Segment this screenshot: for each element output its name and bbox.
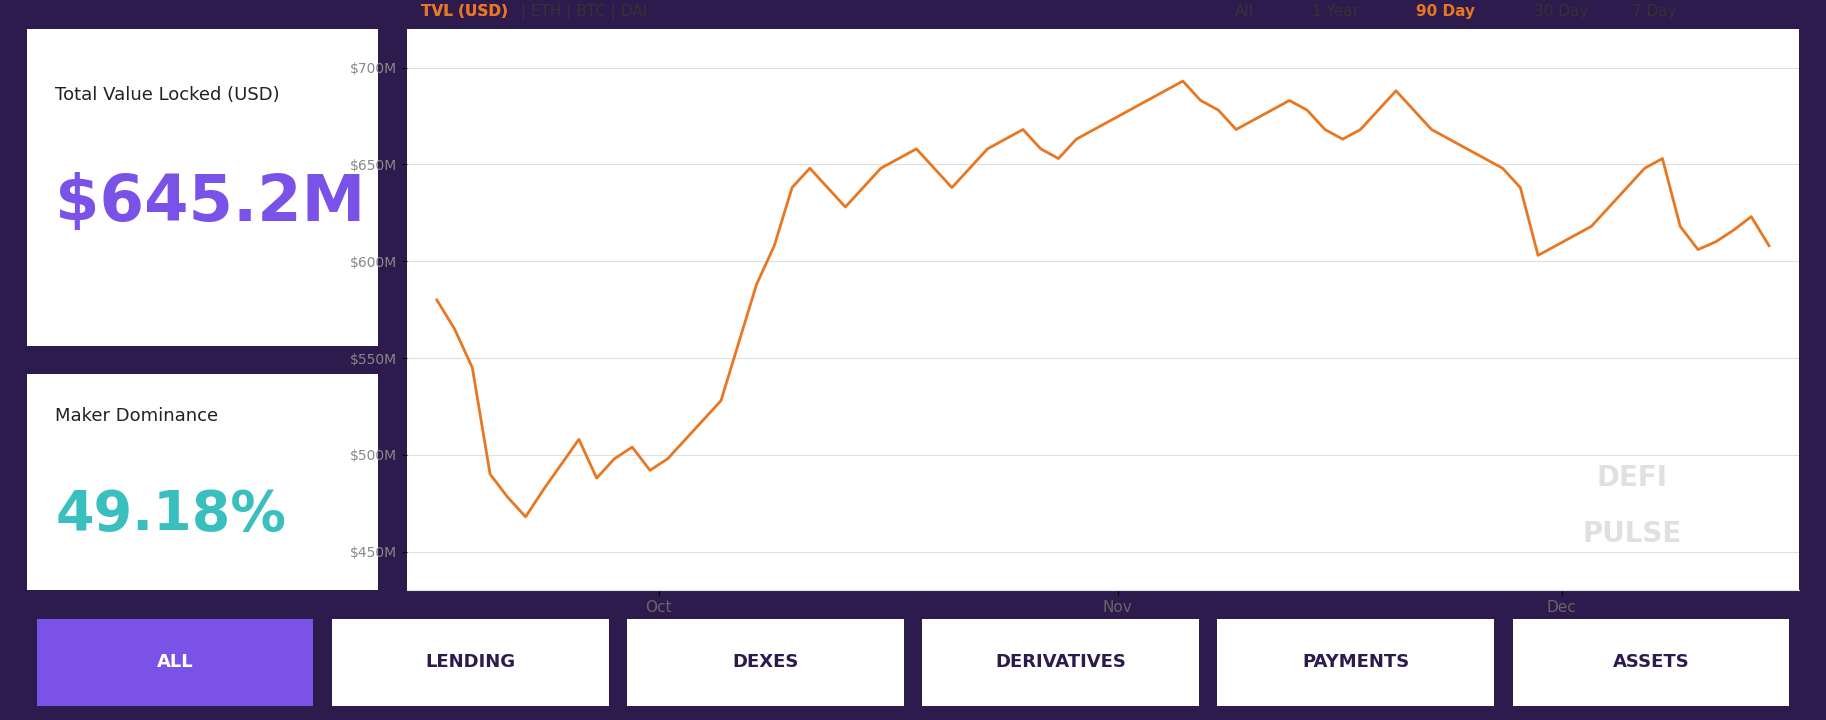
- Text: PULSE: PULSE: [1581, 521, 1682, 548]
- Text: 49.18%: 49.18%: [55, 488, 287, 541]
- Text: 1 Year: 1 Year: [1311, 4, 1359, 19]
- Text: TVL (USD): TVL (USD): [422, 4, 508, 19]
- Text: $645.2M: $645.2M: [55, 172, 365, 234]
- Text: PAYMENTS: PAYMENTS: [1302, 654, 1410, 671]
- Text: ALL: ALL: [157, 654, 194, 671]
- Text: All: All: [1234, 4, 1254, 19]
- Text: DEXES: DEXES: [732, 654, 798, 671]
- Text: DERIVATIVES: DERIVATIVES: [995, 654, 1127, 671]
- Text: | ETH | BTC | DAI: | ETH | BTC | DAI: [515, 4, 646, 19]
- Text: 90 Day: 90 Day: [1415, 4, 1475, 19]
- Text: LENDING: LENDING: [425, 654, 515, 671]
- Text: 7 Day: 7 Day: [1632, 4, 1676, 19]
- Text: Total Value Locked (USD): Total Value Locked (USD): [55, 86, 279, 104]
- Text: TVL (USD): TVL (USD): [422, 4, 508, 19]
- Text: 30 Day: 30 Day: [1534, 4, 1589, 19]
- Text: Maker Dominance: Maker Dominance: [55, 407, 219, 425]
- Text: DEFI: DEFI: [1596, 464, 1667, 492]
- Text: ASSETS: ASSETS: [1612, 654, 1689, 671]
